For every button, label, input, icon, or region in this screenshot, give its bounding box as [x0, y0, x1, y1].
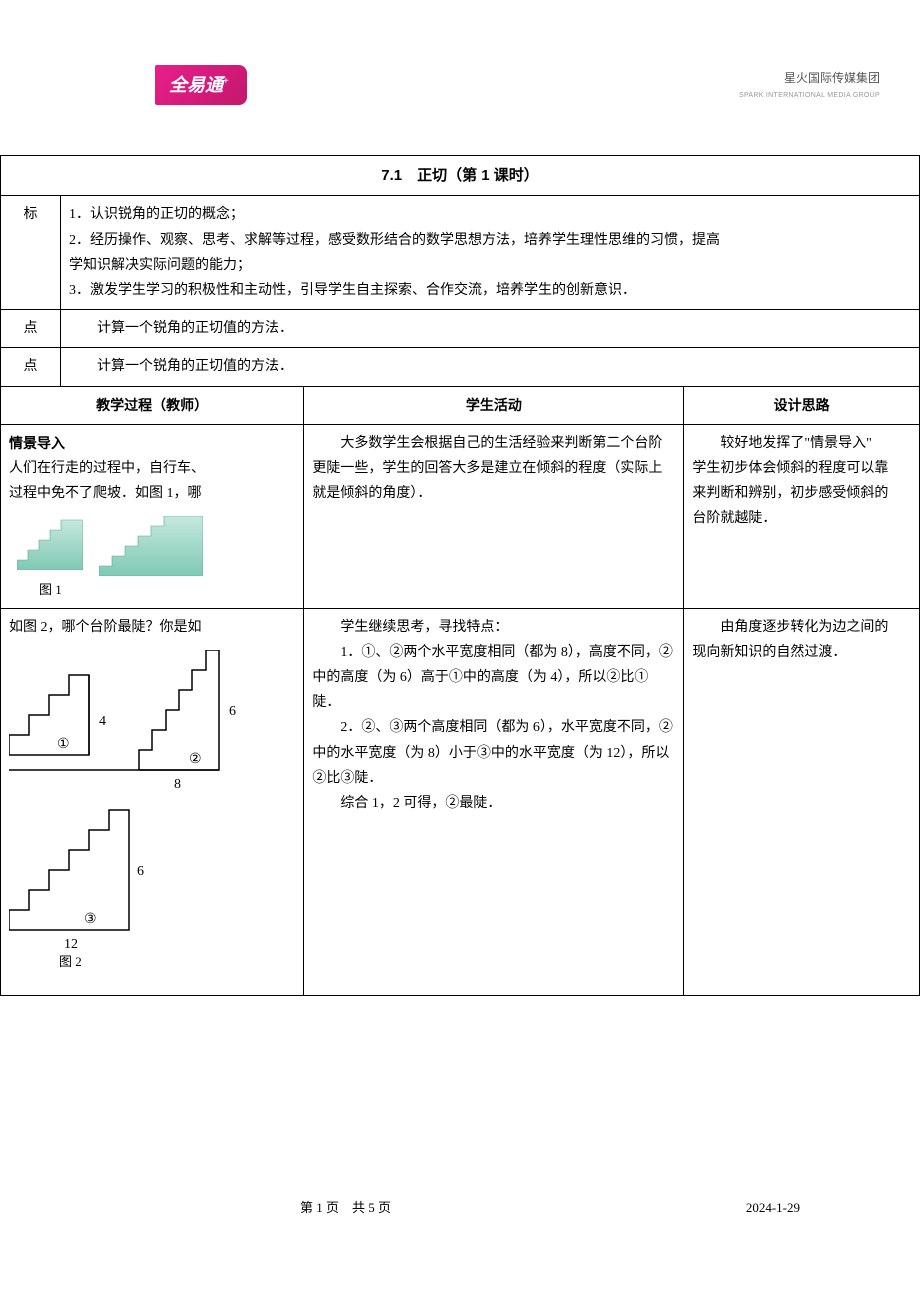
key-text: 计算一个锐角的正切值的方法． [69, 316, 911, 341]
section2-a-3: 综合 1，2 可得，②最陡． [312, 791, 675, 816]
page-date: 2024-1-29 [746, 1196, 800, 1219]
fig2-w3: 12 [64, 937, 78, 952]
section2-p1: 如图 2，哪个台阶最陡？你是如 [9, 615, 295, 640]
stair-small-icon [17, 516, 83, 570]
logo-text: 全易通 [169, 75, 223, 95]
fig2-w2: 8 [174, 777, 181, 792]
fig2-h1: 4 [99, 714, 106, 729]
diff-cell: 计算一个锐角的正切值的方法． [61, 348, 920, 386]
goal-label: 标 [1, 196, 61, 310]
page-header: 全易通+ 星火国际传媒集团 SPARK INTERNATIONAL MEDIA … [0, 55, 920, 115]
section1-activity: 大多数学生会根据自己的生活经验来判断第二个台阶更陡一些，学生的回答大多是建立在倾… [304, 424, 684, 608]
logo-badge: 全易通+ [155, 65, 247, 105]
col-header-1: 教学过程（教师） [1, 386, 304, 424]
key-cell: 计算一个锐角的正切值的方法． [61, 310, 920, 348]
section2-idea: 由角度逐步转化为边之间的 现向新知识的自然过渡． [684, 608, 920, 995]
diff-text: 计算一个锐角的正切值的方法． [69, 354, 911, 379]
diff-label: 点 [1, 348, 61, 386]
lesson-table: 7.1 正切（第 1 课时） 标 1．认识锐角的正切的概念； 2．经历操作、观察… [0, 155, 920, 996]
brand-block: 星火国际传媒集团 SPARK INTERNATIONAL MEDIA GROUP [739, 68, 880, 102]
brand-sub: SPARK INTERNATIONAL MEDIA GROUP [739, 90, 880, 103]
section2-activity: 学生继续思考，寻找特点： 1．①、②两个水平宽度相同（都为 8），高度不同，②中… [304, 608, 684, 995]
section2-idea-2: 现向新知识的自然过渡． [692, 640, 911, 665]
page-footer: 第 1 页 共 5 页 2024-1-29 [0, 1196, 920, 1249]
fig2-label-1: ① [57, 737, 70, 752]
page-number: 第 1 页 共 5 页 [300, 1196, 391, 1219]
brand-main: 星火国际传媒集团 [739, 68, 880, 90]
section2-teacher: 如图 2，哪个台阶最陡？你是如 ① 4 ② 6 8 [1, 608, 304, 995]
goal-line-1: 1．认识锐角的正切的概念； [69, 202, 911, 227]
fig1-stairs [17, 516, 295, 576]
key-label: 点 [1, 310, 61, 348]
fig2-svg: ① 4 ② 6 8 ③ [9, 650, 259, 970]
col-header-3: 设计思路 [684, 386, 920, 424]
section1-idea-3: 来判断和辨别，初步感受倾斜的 [692, 481, 911, 506]
section1-idea-4: 台阶就越陡． [692, 506, 911, 531]
section1-idea: 较好地发挥了"情景导入" 学生初步体会倾斜的程度可以靠 来判断和辨别，初步感受倾… [684, 424, 920, 608]
col-header-2: 学生活动 [304, 386, 684, 424]
fig2-label-2: ② [189, 752, 202, 767]
section1-idea-1: 较好地发挥了"情景导入" [692, 431, 911, 456]
fig2-caption-svg: 图 2 [59, 954, 82, 969]
stair-large-icon [99, 516, 203, 576]
section2-a-2: 2．②、③两个高度相同（都为 6），水平宽度不同，②中的水平宽度（为 8）小于③… [312, 715, 675, 791]
section2-idea-1: 由角度逐步转化为边之间的 [692, 615, 911, 640]
section1-activity-text: 大多数学生会根据自己的生活经验来判断第二个台阶更陡一些，学生的回答大多是建立在倾… [312, 431, 675, 507]
section2-a-1: 1．①、②两个水平宽度相同（都为 8），高度不同，②中的高度（为 6）高于①中的… [312, 640, 675, 716]
fig1-caption: 图 1 [39, 578, 295, 601]
goal-line-3: 学知识解决实际问题的能力； [69, 253, 911, 278]
section1-p1: 人们在行走的过程中，自行车、 [9, 456, 295, 481]
section1-p2: 过程中免不了爬坡．如图 1，哪 [9, 481, 295, 506]
fig2-label-3: ③ [84, 912, 97, 927]
goal-line-2: 2．经历操作、观察、思考、求解等过程，感受数形结合的数学思想方法，培养学生理性思… [69, 228, 911, 253]
fig2-h2: 6 [229, 704, 236, 719]
fig2-h3: 6 [137, 864, 144, 879]
section1-teacher: 情景导入 人们在行走的过程中，自行车、 过程中免不了爬坡．如图 1，哪 图 1 [1, 424, 304, 608]
lesson-title: 7.1 正切（第 1 课时） [1, 156, 920, 196]
section2-a-title: 学生继续思考，寻找特点： [312, 615, 675, 640]
goal-line-4: 3．激发学生学习的积极性和主动性，引导学生自主探索、合作交流，培养学生的创新意识… [69, 278, 911, 303]
fig2-block: ① 4 ② 6 8 ③ [9, 650, 295, 979]
goal-cell: 1．认识锐角的正切的概念； 2．经历操作、观察、思考、求解等过程，感受数形结合的… [61, 196, 920, 310]
section1-idea-2: 学生初步体会倾斜的程度可以靠 [692, 456, 911, 481]
section1-title: 情景导入 [9, 431, 295, 456]
